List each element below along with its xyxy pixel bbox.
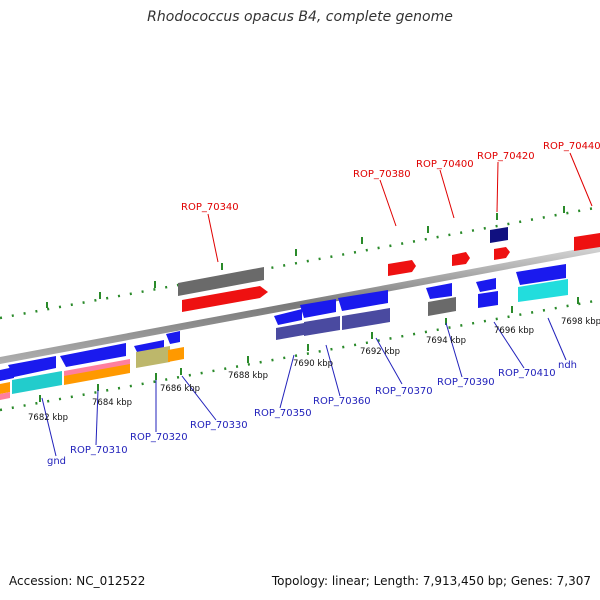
- gene-gray: [178, 267, 264, 296]
- scale-label: 7684 kbp: [92, 398, 132, 408]
- genome-stats-text: Topology: linear; Length: 7,913,450 bp; …: [271, 574, 591, 588]
- gene-navy: [490, 227, 508, 243]
- gene-arrow: [166, 331, 180, 344]
- scale-label: 7692 kbp: [360, 347, 400, 357]
- leader-lines-top: [207, 152, 593, 263]
- gene-label-rop-70380: ROP_70380: [353, 169, 411, 180]
- gene-red: [452, 252, 470, 266]
- gene-red: [494, 247, 510, 260]
- gene-label-rop-70340: ROP_70340: [181, 202, 239, 213]
- gene-orange: [64, 364, 130, 385]
- gene-arrow: [60, 343, 126, 367]
- scale-label: 7694 kbp: [426, 336, 466, 346]
- gene-label-rop-70350: ROP_70350: [254, 408, 312, 419]
- gene-red: [574, 233, 600, 251]
- gene-gray: [428, 297, 456, 316]
- gene-label-ndh: ndh: [558, 360, 577, 371]
- scale-label: 7698 kbp: [561, 317, 600, 327]
- leader-lines-bottom: [41, 317, 567, 457]
- gene-arrow: [478, 291, 498, 308]
- gene-label-rop-70410: ROP_70410: [498, 368, 556, 379]
- gene-arrow: [274, 309, 302, 325]
- gene-arrow: [516, 264, 566, 285]
- gene-slate: [342, 308, 390, 330]
- scale-label: 7696 kbp: [494, 326, 534, 336]
- gene-red: [182, 286, 268, 312]
- scale-label: 7686 kbp: [160, 384, 200, 394]
- scale-label: 7688 kbp: [228, 371, 268, 381]
- major-ticks: [39, 206, 579, 402]
- gene-arrow: [8, 356, 56, 377]
- gene-label-rop-70420: ROP_70420: [477, 151, 535, 162]
- gene-label-rop-70370: ROP_70370: [375, 386, 433, 397]
- gene-arrow: [300, 299, 336, 318]
- gene-cyan: [12, 371, 62, 394]
- gene-label-gnd: gnd: [47, 456, 66, 467]
- scale-labels: 7682 kbp 7684 kbp 7686 kbp 7688 kbp 7690…: [28, 317, 600, 423]
- gene-arrow: [0, 382, 10, 394]
- gene-arrow: [0, 392, 10, 400]
- gene-arrow: [338, 290, 388, 311]
- gene-label-rop-70320: ROP_70320: [130, 432, 188, 443]
- gene-label-rop-70360: ROP_70360: [313, 396, 371, 407]
- gene-label-rop-70400: ROP_70400: [416, 159, 474, 170]
- gene-cyan: [518, 279, 568, 302]
- gene-features[interactable]: [0, 227, 600, 400]
- gene-label-rop-70390: ROP_70390: [437, 377, 495, 388]
- genome-axis: [0, 245, 600, 364]
- gene-label-rop-70310: ROP_70310: [70, 445, 128, 456]
- gene-labels-top[interactable]: ROP_70340 ROP_70380 ROP_70400 ROP_70420 …: [181, 141, 600, 213]
- gene-khaki: [136, 346, 170, 368]
- scale-label: 7690 kbp: [293, 359, 333, 369]
- gene-slate: [276, 323, 304, 340]
- gene-arrow: [0, 367, 14, 381]
- gene-slate: [304, 316, 340, 336]
- scale-label: 7682 kbp: [28, 413, 68, 423]
- accession-text: Accession: NC_012522: [9, 574, 146, 588]
- gene-labels-bottom[interactable]: gnd ROP_70310 ROP_70320 ROP_70330 ROP_70…: [47, 360, 577, 467]
- gene-orange: [168, 347, 184, 362]
- gene-arrow: [426, 283, 452, 299]
- gene-red: [388, 260, 416, 276]
- gene-label-rop-70330: ROP_70330: [190, 420, 248, 431]
- genome-title: Rhodococcus opacus B4, complete genome: [147, 9, 453, 25]
- gene-label-rop-70440: ROP_70440: [543, 141, 600, 152]
- gene-arrow: [476, 278, 496, 292]
